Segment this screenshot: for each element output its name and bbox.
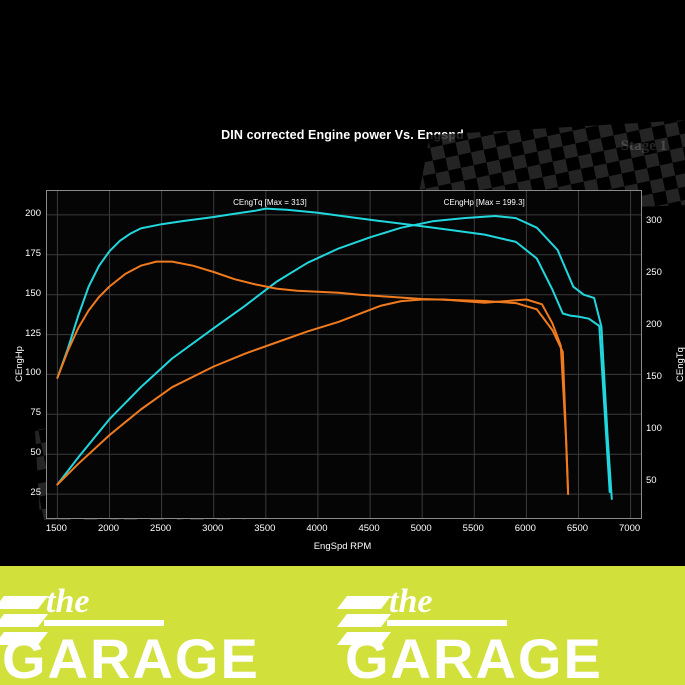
x-tick-label: 3500 (254, 523, 276, 534)
y-tick-label-left: 200 (25, 207, 41, 219)
series-annotation: CEngHp [Max = 199.3] (443, 198, 525, 208)
chart-title: DIN corrected Engine power Vs. Engspd (221, 128, 464, 142)
svg-text:GARAGE: GARAGE (2, 627, 260, 685)
x-tick-label: 5000 (410, 523, 432, 534)
x-axis-label: EngSpd RPM (313, 541, 372, 552)
y-axis-right-label: CEngTq (675, 347, 685, 382)
y-tick-label-right: 300 (646, 215, 662, 227)
x-tick-label: 1500 (45, 523, 67, 534)
y-tick-label-right: 50 (646, 474, 657, 486)
y-tick-label-left: 150 (25, 287, 41, 299)
y-axis-left-label: CEngHp (14, 346, 25, 382)
x-tick-label: 3000 (202, 523, 224, 534)
x-tick-label: 5500 (462, 523, 484, 534)
x-tick-label: 6500 (566, 523, 589, 534)
x-tick-label: 2000 (97, 523, 120, 534)
y-tick-label-left: 175 (25, 247, 41, 259)
svg-text:the: the (46, 583, 89, 620)
x-tick-label: 6000 (514, 523, 536, 534)
x-tick-label: 4000 (306, 523, 328, 534)
the-garage-logo: the GARAGE the GARAGE (0, 583, 603, 685)
y-tick-label-right: 150 (646, 370, 662, 382)
x-tick-label: 4500 (358, 523, 380, 534)
series-annotation: CEngTq [Max = 313] (233, 198, 307, 208)
grid-lines (47, 191, 641, 518)
y-tick-label-right: 250 (646, 267, 662, 279)
svg-text:GARAGE: GARAGE (345, 627, 603, 685)
svg-text:the: the (389, 583, 432, 620)
chart-area: DIN corrected Engine power Vs. Engspd St… (14, 120, 685, 552)
x-tick-label: 2500 (150, 523, 172, 534)
series-lines (56, 207, 613, 500)
footer-logo-band: the GARAGE the GARAGE (0, 566, 685, 685)
plot-canvas (46, 190, 642, 519)
y-tick-label-left: 25 (30, 487, 41, 499)
y-tick-label-left: 100 (25, 367, 41, 379)
x-tick-label: 7000 (619, 523, 641, 534)
y-tick-label-left: 75 (30, 407, 41, 419)
y-tick-label-right: 200 (646, 318, 662, 330)
y-tick-label-left: 50 (30, 447, 41, 459)
y-tick-label-left: 125 (25, 327, 41, 339)
y-tick-label-right: 100 (646, 422, 662, 434)
